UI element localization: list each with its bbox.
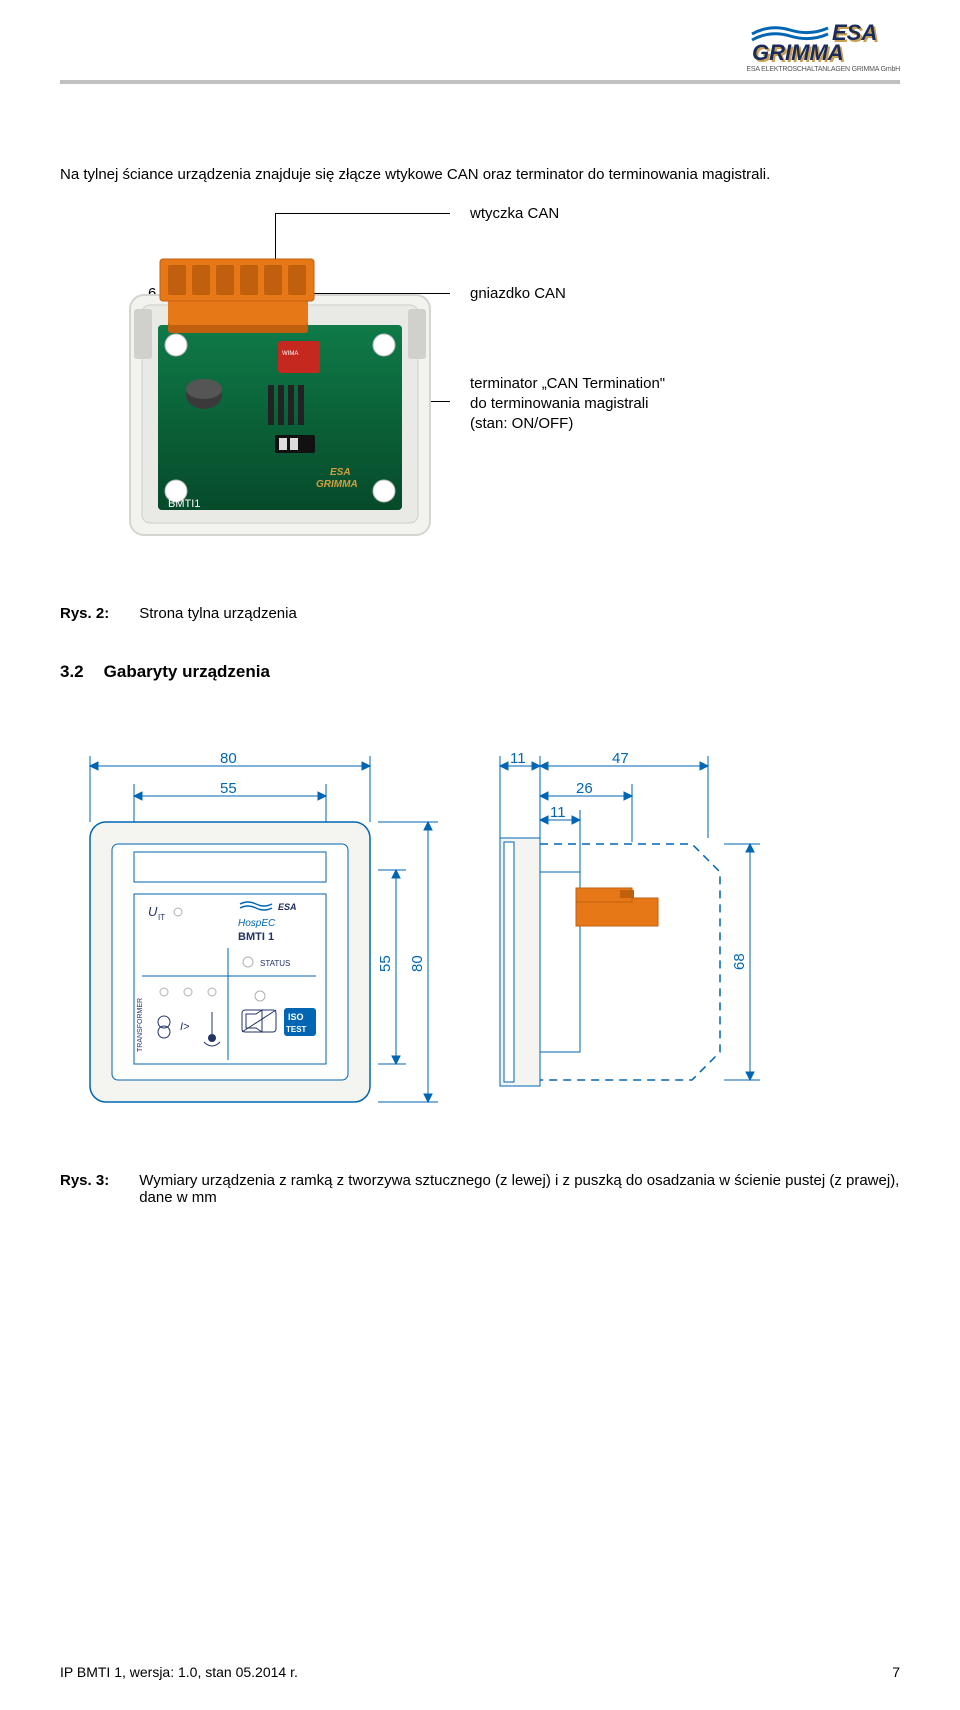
callout-terminator-2: do terminowania magistrali [470, 395, 648, 412]
dim-11b: 11 [550, 804, 566, 821]
svg-text:U: U [148, 904, 158, 919]
callout-terminator-1: terminator „CAN Termination" [470, 375, 665, 392]
page-footer: IP BMTI 1, wersja: 1.0, stan 05.2014 r. … [60, 1664, 900, 1680]
figure2-label: Rys. 2: [60, 605, 109, 622]
dim-11a: 11 [510, 750, 526, 767]
figure2-caption: Rys. 2: Strona tylna urządzenia [60, 605, 900, 622]
figure-device-back: wtyczka CAN 6 1 gniazdko CAN terminator … [60, 205, 700, 565]
svg-text:STATUS: STATUS [260, 959, 290, 968]
svg-text:TEST: TEST [286, 1025, 307, 1034]
footer-page-number: 7 [892, 1664, 900, 1680]
svg-text:BMTI1: BMTI1 [168, 498, 200, 510]
svg-text:BMTI 1: BMTI 1 [238, 931, 274, 943]
dim-80: 80 [220, 750, 237, 767]
dim-26: 26 [576, 780, 593, 797]
device-back-illustration: WIMA ESA GRIMMA BMTI1 [120, 255, 440, 545]
svg-text:55: 55 [377, 955, 394, 972]
figure3-text: Wymiary urządzenia z ramką z tworzywa sz… [139, 1172, 900, 1206]
section-title: Gabaryty urządzenia [104, 662, 270, 681]
section-number: 3.2 [60, 662, 84, 681]
svg-text:68: 68 [731, 953, 748, 970]
svg-text:WIMA: WIMA [282, 351, 298, 357]
figure-dimensions: U IT ESA HospEC BMTI 1 STATUS TRANSFORME… [60, 712, 900, 1142]
dim-47: 47 [612, 750, 629, 767]
svg-text:GRIMMA: GRIMMA [316, 479, 358, 490]
svg-text:80: 80 [409, 955, 426, 972]
svg-text:GRIMMA: GRIMMA [752, 40, 844, 65]
svg-text:ESA: ESA [330, 467, 351, 478]
svg-text:ESA: ESA [278, 902, 297, 912]
svg-text:HospEC: HospEC [238, 918, 276, 929]
callout-socket: gniazdko CAN [470, 285, 566, 302]
header-divider [60, 80, 900, 84]
svg-text:TRANSFORMER: TRANSFORMER [137, 997, 144, 1051]
callout-plug: wtyczka CAN [470, 205, 559, 222]
section-heading: 3.2 Gabaryty urządzenia [60, 662, 900, 682]
dim-55: 55 [220, 780, 237, 797]
intro-paragraph: Na tylnej ściance urządzenia znajduje si… [60, 164, 900, 187]
svg-text:IT: IT [158, 913, 165, 922]
logo-subtitle: ESA ELEKTROSCHALTANLAGEN GRIMMA GmbH [746, 66, 900, 73]
callout-terminator-3: (stan: ON/OFF) [470, 415, 573, 432]
figure3-caption: Rys. 3: Wymiary urządzenia z ramką z two… [60, 1172, 900, 1206]
figure3-label: Rys. 3: [60, 1172, 109, 1206]
figure2-text: Strona tylna urządzenia [139, 605, 297, 622]
svg-text:ISO: ISO [288, 1012, 304, 1022]
footer-left: IP BMTI 1, wersja: 1.0, stan 05.2014 r. [60, 1664, 298, 1680]
svg-text:I>: I> [180, 1021, 190, 1033]
brand-logo: ESA ESA GRIMMA GRIMMA ESA ELEKTROSCHALTA… [746, 20, 900, 73]
